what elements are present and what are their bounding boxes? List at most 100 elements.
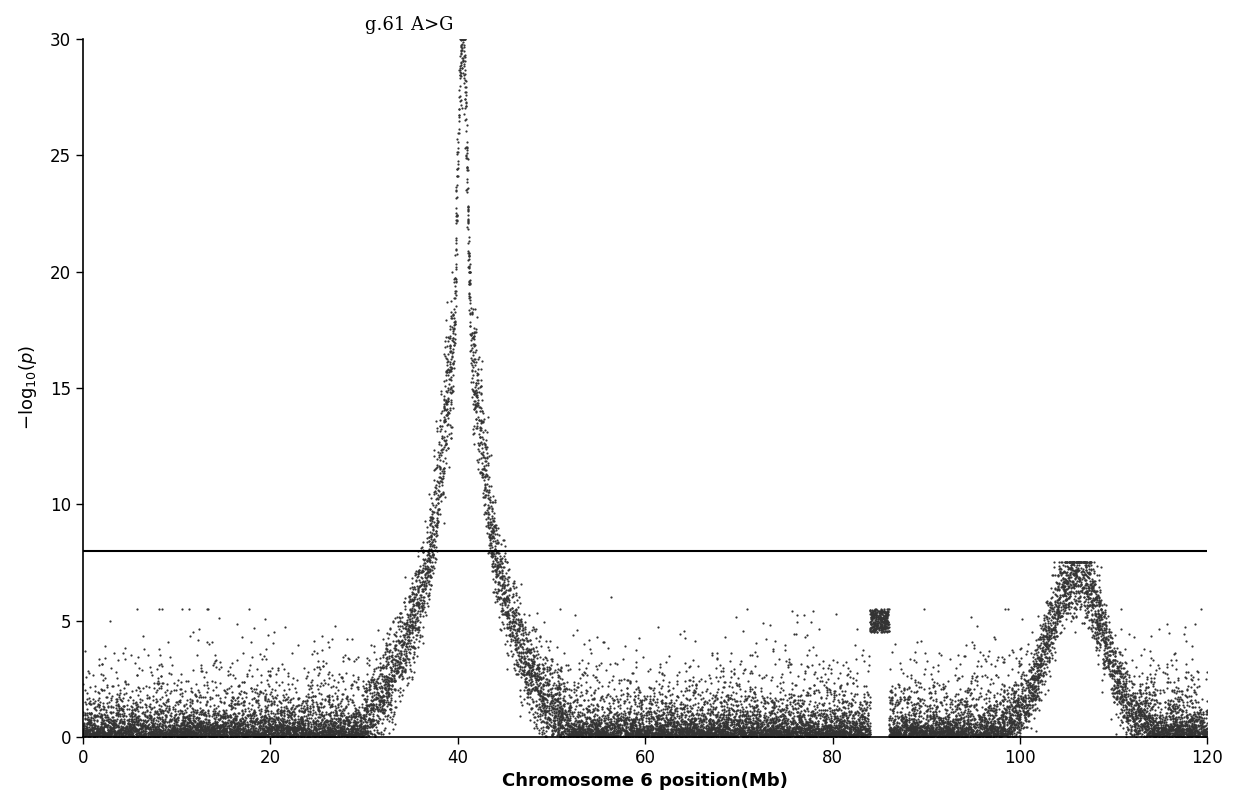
Point — [920, 724, 940, 737]
Point — [625, 690, 645, 703]
Point — [355, 724, 374, 737]
Point — [888, 697, 908, 710]
Point — [74, 730, 94, 742]
Point — [122, 730, 141, 743]
Point — [1169, 724, 1189, 737]
Point — [551, 729, 570, 742]
Point — [692, 727, 712, 740]
Point — [456, 86, 476, 98]
Point — [107, 715, 126, 728]
Point — [497, 592, 517, 604]
Point — [234, 695, 254, 708]
Point — [130, 721, 150, 734]
Point — [894, 730, 914, 742]
Point — [255, 710, 275, 723]
Point — [1111, 702, 1131, 715]
Point — [689, 717, 709, 730]
Point — [339, 729, 358, 742]
Point — [1069, 556, 1089, 569]
Point — [644, 712, 663, 725]
Point — [1169, 730, 1189, 743]
Point — [1074, 581, 1094, 594]
Point — [594, 712, 614, 725]
Point — [179, 721, 198, 734]
Point — [904, 709, 924, 722]
Point — [903, 729, 923, 742]
Point — [782, 712, 802, 725]
Point — [185, 726, 205, 739]
Point — [1130, 708, 1149, 721]
Point — [102, 721, 122, 734]
Point — [1143, 714, 1163, 727]
Point — [377, 700, 397, 713]
Point — [852, 649, 872, 662]
Point — [1032, 686, 1052, 699]
Point — [906, 698, 926, 711]
Point — [1101, 687, 1121, 700]
Point — [454, 32, 474, 45]
Point — [1033, 658, 1053, 671]
Point — [104, 730, 124, 742]
Point — [559, 682, 579, 695]
Point — [456, 183, 476, 196]
Point — [299, 725, 319, 738]
Point — [113, 726, 133, 739]
Point — [863, 608, 883, 621]
Point — [343, 713, 363, 726]
Point — [556, 683, 575, 696]
Point — [492, 579, 512, 592]
Point — [177, 717, 197, 730]
Point — [825, 725, 844, 738]
Point — [825, 721, 844, 734]
Point — [847, 679, 867, 692]
Point — [465, 395, 485, 408]
Point — [384, 663, 404, 675]
Point — [652, 696, 672, 709]
Point — [866, 625, 885, 638]
Point — [1184, 715, 1204, 728]
Point — [172, 730, 192, 742]
Point — [363, 714, 383, 727]
Point — [806, 721, 826, 734]
Point — [1197, 728, 1216, 741]
Point — [813, 713, 833, 726]
Point — [1146, 730, 1166, 742]
Point — [565, 730, 585, 743]
Point — [497, 600, 517, 613]
Point — [656, 691, 676, 704]
Point — [1027, 679, 1047, 692]
Point — [259, 718, 279, 731]
Point — [143, 730, 162, 742]
Point — [823, 723, 843, 736]
Point — [436, 313, 456, 326]
Point — [438, 398, 458, 411]
Point — [564, 729, 584, 742]
Point — [815, 678, 835, 691]
Point — [337, 710, 357, 723]
Point — [1116, 714, 1136, 727]
Point — [486, 545, 506, 558]
Point — [84, 726, 104, 739]
Point — [562, 723, 582, 736]
Point — [1148, 721, 1168, 734]
Point — [913, 730, 932, 743]
Point — [356, 699, 376, 712]
Point — [982, 713, 1002, 725]
Point — [538, 690, 558, 703]
Point — [657, 706, 677, 719]
Point — [715, 722, 735, 735]
Point — [109, 701, 129, 714]
Point — [264, 730, 284, 743]
Point — [615, 694, 635, 707]
Point — [258, 713, 278, 726]
Point — [966, 729, 986, 742]
Point — [672, 709, 692, 721]
Point — [396, 621, 415, 634]
Point — [794, 696, 813, 709]
Point — [830, 722, 849, 735]
Point — [1110, 670, 1130, 683]
Point — [904, 713, 924, 725]
Point — [784, 688, 804, 701]
Point — [293, 713, 312, 726]
Point — [451, 32, 471, 45]
